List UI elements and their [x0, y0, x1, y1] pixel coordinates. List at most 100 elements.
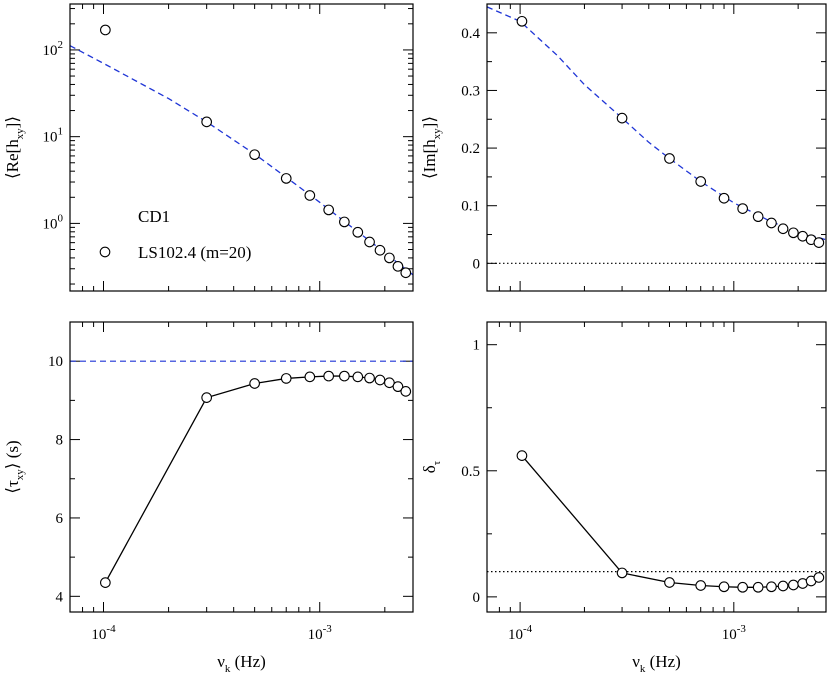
- data-point: [249, 378, 260, 389]
- data-point: [752, 211, 764, 223]
- y-ticks-delta: [487, 344, 826, 598]
- data-point: [374, 244, 386, 256]
- markers-re-0: [100, 24, 412, 279]
- y-tick-label: 8: [56, 433, 64, 449]
- y-tick-label: 0: [473, 590, 481, 606]
- x-tick-label: 10-3: [308, 623, 333, 643]
- connecting-line: [521, 455, 820, 588]
- data-point: [392, 381, 404, 393]
- data-point: [737, 581, 749, 593]
- data-point: [737, 203, 749, 214]
- x-ticks-re: [69, 4, 386, 291]
- y-tick-label: 4: [56, 589, 64, 605]
- x-tick-label: 10-4: [91, 623, 116, 643]
- data-point: [323, 370, 335, 382]
- data-point: [516, 450, 528, 462]
- data-point: [695, 580, 707, 591]
- y-tick-label: 0.2: [461, 141, 480, 157]
- y-tick-label: 101: [43, 126, 64, 146]
- data-point: [339, 216, 350, 228]
- series-re-1: [70, 45, 413, 276]
- panel-delta: 10-4 10-3 0 0.5 1 δτ νk (Hz): [420, 321, 827, 673]
- y-tick-label: 6: [56, 511, 64, 527]
- data-point: [718, 581, 730, 593]
- legend-title: CD1: [138, 207, 170, 226]
- data-point: [788, 579, 799, 591]
- data-point: [813, 237, 825, 248]
- y-ticks-tau: [70, 321, 413, 597]
- panel-tau: 10-4 10-3 4 6 8 10 ⟨τxy⟩ (s) νk (Hz): [3, 321, 414, 673]
- series-im-1: [487, 6, 826, 241]
- x-ticks-im: [486, 4, 799, 291]
- y-axis-label: δτ: [420, 460, 443, 473]
- plot-frame: [69, 3, 414, 292]
- y-tick-label: 0.1: [461, 199, 480, 215]
- y-tick-label: 0: [473, 256, 481, 272]
- plot-frame: [69, 321, 414, 613]
- y-tick-label: 10: [48, 354, 63, 370]
- data-point: [323, 204, 335, 216]
- series-tau-0: [104, 375, 407, 583]
- data-point: [516, 15, 528, 27]
- y-tick-label: 100: [43, 212, 64, 232]
- legend: CD1 LS102.4 (m=20): [99, 207, 251, 262]
- data-point: [304, 190, 316, 201]
- x-ticks-delta: [486, 322, 799, 612]
- data-point: [766, 217, 777, 229]
- data-point: [777, 580, 789, 592]
- connecting-line: [104, 375, 407, 583]
- data-point: [392, 260, 404, 272]
- plot-frame: [486, 3, 827, 292]
- legend-marker: [99, 246, 111, 258]
- x-tick-label: 10-3: [722, 623, 747, 643]
- data-point: [374, 374, 386, 386]
- data-point: [400, 386, 412, 397]
- fit-curve: [70, 45, 413, 276]
- y-axis-label: ⟨τxy⟩ (s): [3, 440, 26, 493]
- y-tick-label: 0.3: [461, 83, 480, 99]
- y-tick-label: 102: [43, 39, 64, 59]
- data-point: [664, 577, 675, 588]
- markers-tau-0: [100, 370, 412, 588]
- data-point: [400, 267, 412, 279]
- data-point: [201, 392, 213, 403]
- data-point: [384, 377, 395, 389]
- data-point: [616, 112, 628, 124]
- data-point: [777, 223, 789, 235]
- plot-frame: [486, 321, 827, 613]
- data-point: [364, 236, 375, 248]
- x-tick-label: 10-4: [508, 623, 533, 643]
- series-delta-0: [521, 455, 820, 588]
- data-point: [304, 371, 316, 383]
- data-point: [718, 192, 730, 204]
- data-point: [100, 24, 111, 36]
- markers-im-0: [516, 15, 825, 248]
- data-point: [813, 572, 825, 583]
- data-point: [201, 116, 213, 128]
- panel-re: 100 101 102 ⟨Re[hxy]⟩ CD1 LS102.4 (m=20): [3, 3, 414, 292]
- data-point: [616, 567, 628, 579]
- data-point: [788, 227, 799, 239]
- x-axis-label: νk (Hz): [217, 652, 266, 673]
- data-point: [364, 372, 375, 384]
- panel-im: 0 0.1 0.2 0.3 0.4 ⟨Im[hxy]⟩: [420, 3, 827, 292]
- data-point: [352, 371, 364, 383]
- data-point: [384, 252, 395, 264]
- data-point: [339, 370, 350, 382]
- x-axis-label: νk (Hz): [632, 652, 681, 673]
- data-point: [752, 581, 764, 593]
- y-tick-label: 1: [473, 338, 481, 354]
- data-point: [695, 176, 707, 187]
- y-ticks-re: [70, 8, 413, 285]
- data-point: [280, 373, 292, 384]
- data-point: [249, 149, 260, 161]
- data-point: [766, 581, 777, 593]
- y-tick-label: 0.4: [461, 26, 480, 42]
- data-point: [664, 153, 675, 164]
- y-axis-label: ⟨Re[hxy]⟩: [3, 116, 26, 179]
- legend-entry: LS102.4 (m=20): [138, 243, 251, 262]
- data-point: [280, 173, 292, 184]
- fit-curve: [487, 6, 826, 241]
- data-point: [100, 577, 111, 588]
